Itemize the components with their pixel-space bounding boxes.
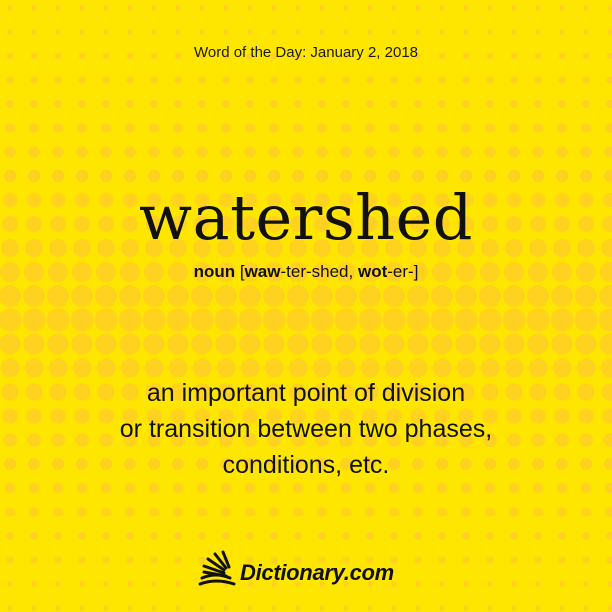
sunrise-book-icon bbox=[198, 550, 236, 586]
definition-line: or transition between two phases, bbox=[119, 415, 493, 443]
part-of-speech: noun bbox=[193, 262, 236, 281]
pron-bracket-open: [ bbox=[235, 262, 245, 281]
brand-name: Dictionary.com bbox=[240, 560, 394, 585]
dictionary-logo[interactable]: Dictionary.com bbox=[196, 548, 426, 592]
definition-line: an important point of division bbox=[146, 379, 466, 407]
date-line: Word of the Day: January 2, 2018 bbox=[193, 44, 419, 61]
headword: watershed bbox=[139, 181, 473, 254]
pron-rest-1: -ter-shed, bbox=[280, 262, 358, 281]
stressed-syllable-2: wot bbox=[357, 262, 388, 281]
definition-line: conditions, etc. bbox=[222, 451, 390, 479]
definition: an important point of division or transi… bbox=[0, 375, 612, 483]
pronunciation: noun [waw-ter-shed, wot-er-] bbox=[0, 262, 612, 282]
stressed-syllable-1: waw bbox=[244, 262, 281, 281]
pron-rest-2: -er-] bbox=[387, 262, 419, 281]
